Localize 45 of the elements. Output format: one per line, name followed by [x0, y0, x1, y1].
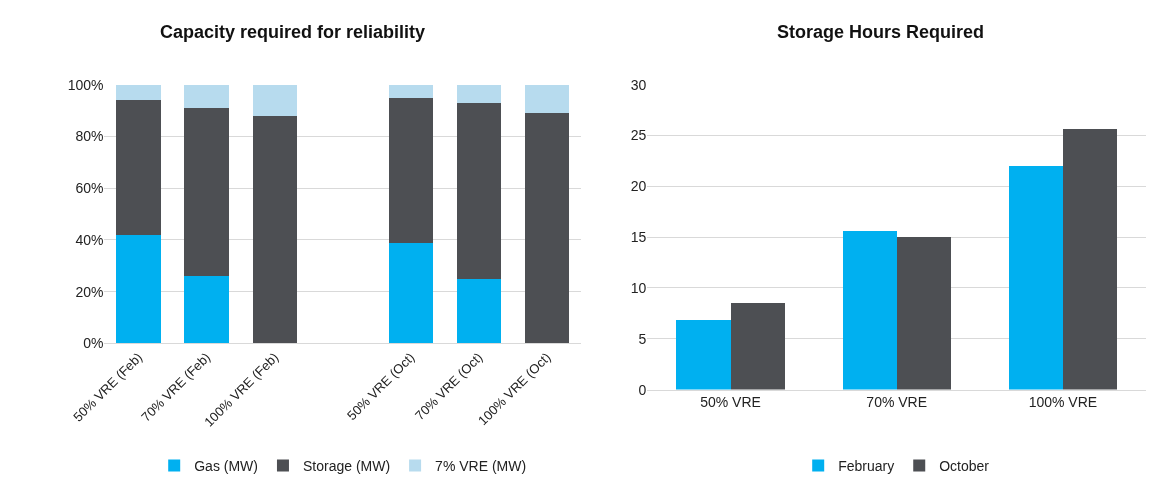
bar [252, 84, 297, 116]
bar [184, 84, 229, 108]
bar [842, 231, 897, 390]
bar [730, 303, 785, 390]
y-tick-label: 0 [638, 381, 647, 398]
bar [184, 276, 229, 344]
y-tick-label: 0% [83, 335, 104, 352]
x-tick-label: 100% VRE [1028, 394, 1098, 411]
bar [896, 237, 951, 390]
bar [116, 84, 161, 101]
legend-label: February [838, 458, 895, 475]
bar [524, 84, 570, 114]
bar [456, 102, 501, 279]
bar [388, 97, 433, 243]
bar [456, 278, 501, 344]
bar [1062, 129, 1117, 390]
bar [524, 113, 570, 344]
bar [1008, 165, 1063, 390]
bar [388, 242, 433, 344]
y-tick-label: 10 [630, 279, 647, 296]
y-tick-label: 20% [75, 283, 104, 300]
bar [184, 107, 229, 277]
chart-title: Capacity required for reliability [160, 22, 426, 42]
legend-label: October [939, 458, 990, 475]
legend-label: Gas (MW) [194, 458, 258, 475]
bar [116, 234, 161, 344]
y-tick-label: 100% [67, 76, 104, 93]
y-tick-label: 40% [75, 231, 104, 248]
x-tick-label: 70% VRE [866, 394, 928, 411]
y-tick-label: 60% [75, 180, 104, 197]
y-tick-label: 25 [630, 127, 647, 144]
y-tick-label: 20 [630, 178, 647, 195]
bar [388, 84, 433, 98]
bar [456, 84, 501, 103]
legend-label: Storage (MW) [302, 458, 391, 475]
bar [676, 320, 731, 390]
y-tick-label: 15 [630, 229, 647, 246]
chart-title: Storage Hours Required [777, 22, 985, 42]
y-tick-label: 5 [638, 330, 647, 347]
bar [252, 115, 297, 344]
legend-label: 7% VRE (MW) [435, 458, 527, 475]
y-tick-label: 30 [630, 76, 647, 93]
y-tick-label: 80% [75, 128, 104, 145]
bar [116, 100, 161, 235]
x-tick-label: 50% VRE [700, 394, 761, 411]
